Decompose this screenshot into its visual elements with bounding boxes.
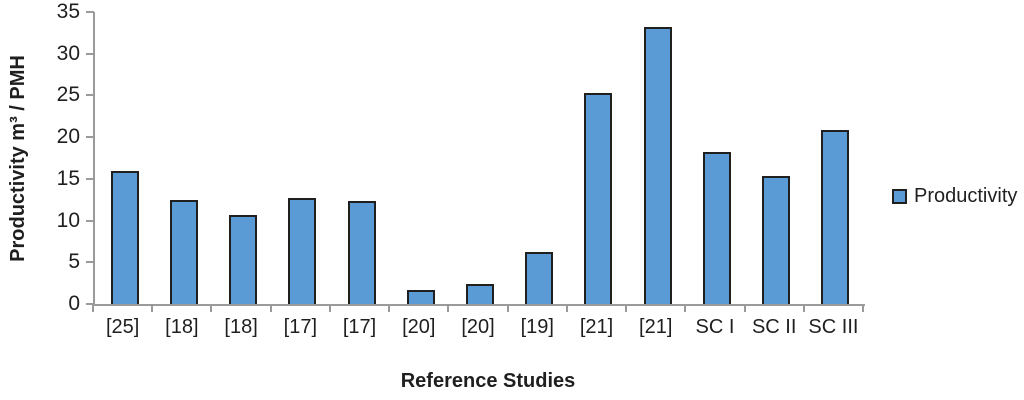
bar-slot bbox=[213, 12, 272, 304]
bar-slot bbox=[747, 12, 806, 304]
x-tick-mark bbox=[862, 304, 864, 312]
bar-slot bbox=[332, 12, 391, 304]
x-axis-title: Reference Studies bbox=[400, 370, 576, 392]
bar-slot bbox=[569, 12, 628, 304]
y-tick-mark bbox=[86, 177, 94, 180]
y-tick-label: 10 bbox=[56, 208, 80, 232]
bar bbox=[525, 251, 554, 304]
x-tick-mark bbox=[210, 304, 213, 312]
x-tick-mark bbox=[565, 304, 568, 312]
x-tick-label: [25] bbox=[105, 316, 140, 338]
x-tick-mark bbox=[625, 304, 628, 312]
x-tick-mark bbox=[92, 304, 94, 312]
x-tick-label: [17] bbox=[283, 316, 317, 338]
bar-slot bbox=[95, 12, 154, 304]
y-tick-mark bbox=[86, 261, 94, 264]
bar bbox=[288, 197, 317, 304]
y-tick-mark bbox=[86, 94, 94, 97]
x-tick-label: [18] bbox=[224, 316, 258, 338]
bar bbox=[643, 26, 672, 304]
x-tick-mark bbox=[388, 304, 391, 312]
bar bbox=[406, 290, 435, 304]
y-tick-label: 20 bbox=[56, 125, 80, 149]
bar-slot bbox=[628, 12, 687, 304]
y-tick-mark bbox=[86, 303, 94, 305]
x-tick-label: [21] bbox=[579, 316, 614, 338]
x-tick-label: [19] bbox=[520, 316, 554, 338]
bar-slot bbox=[391, 12, 450, 304]
x-tick-label: SC I bbox=[695, 316, 735, 338]
x-tick-mark bbox=[743, 304, 746, 312]
bar-slot bbox=[273, 12, 332, 304]
x-tick-mark bbox=[506, 304, 509, 312]
y-tick-label: 0 bbox=[68, 292, 80, 315]
x-tick-label: SC III bbox=[808, 316, 859, 338]
x-tick-mark bbox=[447, 304, 450, 312]
bar bbox=[821, 130, 850, 304]
x-tick-mark bbox=[684, 304, 687, 312]
bar-slot bbox=[687, 12, 746, 304]
x-tick-mark bbox=[802, 304, 805, 312]
y-tick-label: 30 bbox=[56, 41, 80, 65]
y-tick-label: 25 bbox=[56, 83, 80, 107]
y-tick-label: 5 bbox=[68, 250, 80, 274]
x-tick-mark bbox=[151, 304, 154, 312]
y-tick-mark bbox=[86, 219, 94, 222]
bar bbox=[762, 176, 791, 304]
bar bbox=[169, 200, 198, 304]
bar bbox=[584, 93, 613, 304]
y-tick-mark bbox=[86, 52, 94, 55]
y-tick-mark bbox=[86, 11, 94, 13]
x-tick-mark bbox=[269, 304, 272, 312]
bar-slot bbox=[154, 12, 213, 304]
legend: Productivity bbox=[892, 185, 1017, 208]
x-tick-label: [20] bbox=[402, 316, 436, 338]
bar bbox=[466, 283, 495, 304]
x-tick-label: SC II bbox=[751, 316, 797, 338]
bar bbox=[110, 171, 139, 304]
bars-container bbox=[95, 12, 865, 304]
x-axis-labels: [25] [18] [18] [17] [17] [20] [20] [19] [21] [21]… bbox=[93, 314, 863, 340]
x-tick-label: [18] bbox=[165, 316, 199, 338]
bar bbox=[702, 151, 731, 304]
bar-slot bbox=[806, 12, 865, 304]
bar bbox=[229, 215, 258, 304]
plot-area bbox=[93, 12, 865, 306]
y-tick-label: 15 bbox=[56, 166, 80, 190]
x-tick-mark bbox=[328, 304, 331, 312]
x-tick-label: [21] bbox=[639, 316, 673, 338]
bar bbox=[347, 201, 376, 304]
bar-slot bbox=[510, 12, 569, 304]
x-tick-label: [17] bbox=[342, 316, 377, 338]
bar-slot bbox=[450, 12, 509, 304]
x-tick-label: [20] bbox=[461, 316, 495, 338]
y-tick-label: 35 bbox=[56, 0, 80, 23]
y-tick-mark bbox=[86, 136, 94, 139]
legend-marker-square bbox=[892, 189, 907, 204]
legend-label: Productivity bbox=[914, 185, 1018, 207]
